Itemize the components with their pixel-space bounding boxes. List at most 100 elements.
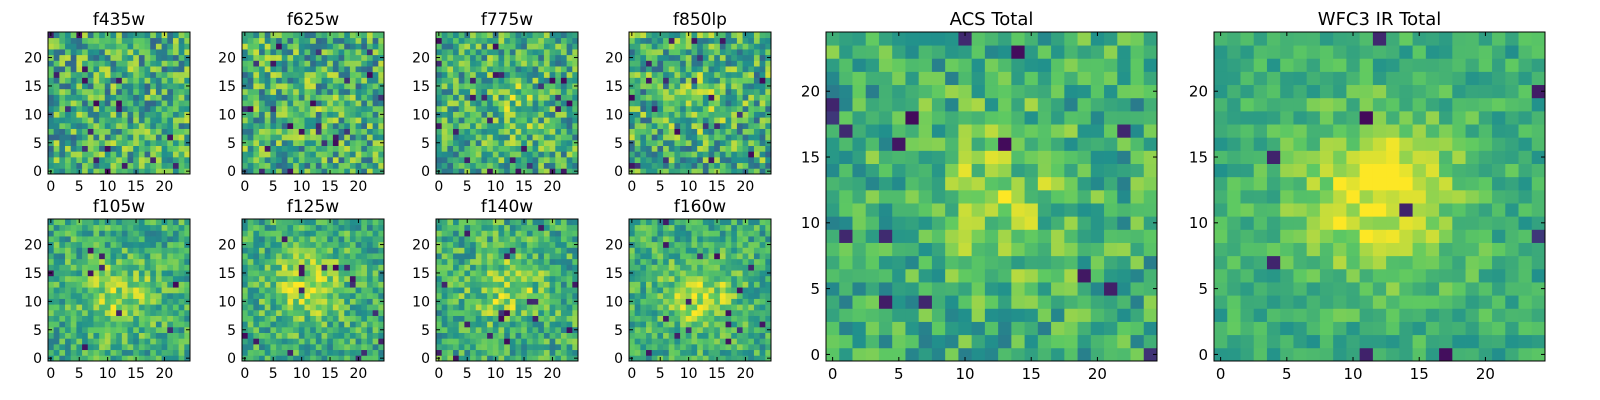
heatmap-cell (116, 43, 123, 50)
heatmap-cell (264, 304, 271, 311)
heatmap-cell (753, 292, 761, 299)
heatmap-cell (110, 77, 117, 84)
heatmap-cell (759, 111, 766, 118)
heatmap-cell (53, 236, 60, 243)
heatmap-cell (259, 258, 266, 265)
heatmap-cell (65, 241, 72, 248)
heatmap-cell (538, 111, 545, 118)
heatmap-cell (355, 298, 362, 305)
heatmap-cell (680, 355, 687, 362)
heatmap-cell (708, 139, 715, 146)
heatmap-cell (708, 66, 715, 73)
heatmap-cell (481, 230, 488, 237)
heatmap-cell (708, 332, 715, 339)
heatmap-cell (121, 88, 128, 95)
heatmap-cell (742, 43, 749, 50)
heatmap-cell (321, 88, 328, 95)
heatmap-cell (509, 122, 516, 129)
heatmap-cell (515, 326, 522, 333)
heatmap-cell (59, 32, 66, 39)
heatmap-cell (315, 338, 322, 345)
heatmap-cell (759, 321, 766, 328)
heatmap-cell (93, 264, 100, 271)
heatmap-cell (65, 219, 72, 226)
heatmap-cell (315, 71, 322, 78)
heatmap-cell (310, 355, 317, 362)
heatmap-cell (453, 128, 460, 135)
heatmap-cell (504, 298, 511, 305)
heatmap-cell (504, 88, 511, 95)
heatmap-cell (538, 156, 545, 164)
heatmap-cell (304, 66, 311, 73)
heatmap-cell (731, 139, 738, 146)
heatmap-cell (178, 264, 185, 271)
heatmap-cell (178, 156, 185, 164)
heatmap-cell (87, 151, 94, 158)
heatmap-cell (65, 304, 72, 311)
heatmap-cell (259, 49, 266, 56)
heatmap-cell (76, 111, 83, 118)
heatmap-cell (76, 122, 83, 129)
heatmap-cell (48, 338, 55, 345)
heatmap-cell (560, 66, 568, 73)
heatmap-cell (242, 304, 249, 311)
heatmap-cell (133, 139, 140, 146)
heatmap-cell (378, 321, 385, 328)
heatmap-cell (458, 275, 465, 282)
heatmap-cell (566, 94, 573, 101)
heatmap-cell (144, 264, 151, 271)
heatmap-cell (332, 309, 339, 316)
heatmap-cell (53, 94, 60, 101)
heatmap-cell (566, 60, 573, 67)
heatmap-cell (549, 298, 556, 305)
heatmap-cell (184, 281, 191, 288)
y-tick-label: 10 (412, 294, 430, 310)
heatmap-cell (281, 236, 288, 243)
heatmap-cell (184, 134, 191, 141)
heatmap-cell (725, 162, 732, 169)
heatmap-cell (532, 100, 539, 107)
heatmap-cell (264, 355, 271, 362)
heatmap-cell (76, 343, 83, 351)
heatmap-cell (748, 32, 755, 39)
heatmap-cell (127, 315, 134, 322)
heatmap-cell (453, 332, 460, 339)
heatmap-cell (321, 49, 328, 56)
heatmap-cell (447, 66, 454, 73)
heatmap-cell (509, 270, 516, 277)
heatmap-cell (697, 298, 704, 305)
heatmap-cell (59, 315, 66, 322)
heatmap-cell (247, 105, 254, 112)
heatmap-cell (133, 77, 140, 84)
heatmap-cell (70, 105, 77, 112)
heatmap-cell (161, 71, 168, 78)
heatmap-cell (59, 287, 66, 294)
heatmap-cell (697, 162, 704, 169)
heatmap-cell (276, 88, 283, 95)
heatmap-cell (447, 156, 454, 164)
heatmap-cell (82, 37, 89, 44)
heatmap-cell (150, 326, 157, 333)
heatmap-cell (104, 139, 111, 146)
heatmap-cell (93, 230, 100, 237)
heatmap-cell (99, 122, 106, 129)
heatmap-cell (99, 321, 106, 328)
heatmap-cell (492, 230, 499, 237)
heatmap-cell (344, 219, 351, 226)
heatmap-cell (543, 258, 550, 265)
heatmap-cell (310, 128, 317, 135)
heatmap-cell (338, 71, 345, 78)
heatmap-cell (281, 270, 288, 277)
heatmap-cell (640, 338, 647, 345)
heatmap-cell (59, 292, 66, 299)
heatmap-cell (572, 145, 579, 152)
heatmap-cell (70, 43, 77, 50)
heatmap-cell (515, 253, 522, 260)
heatmap-cell (349, 105, 356, 112)
heatmap-cell (526, 162, 533, 169)
heatmap-cell (453, 54, 460, 61)
heatmap-cell (355, 111, 362, 118)
heatmap-cell (697, 60, 704, 67)
heatmap-cell (470, 117, 477, 124)
heatmap-cell (663, 270, 670, 277)
